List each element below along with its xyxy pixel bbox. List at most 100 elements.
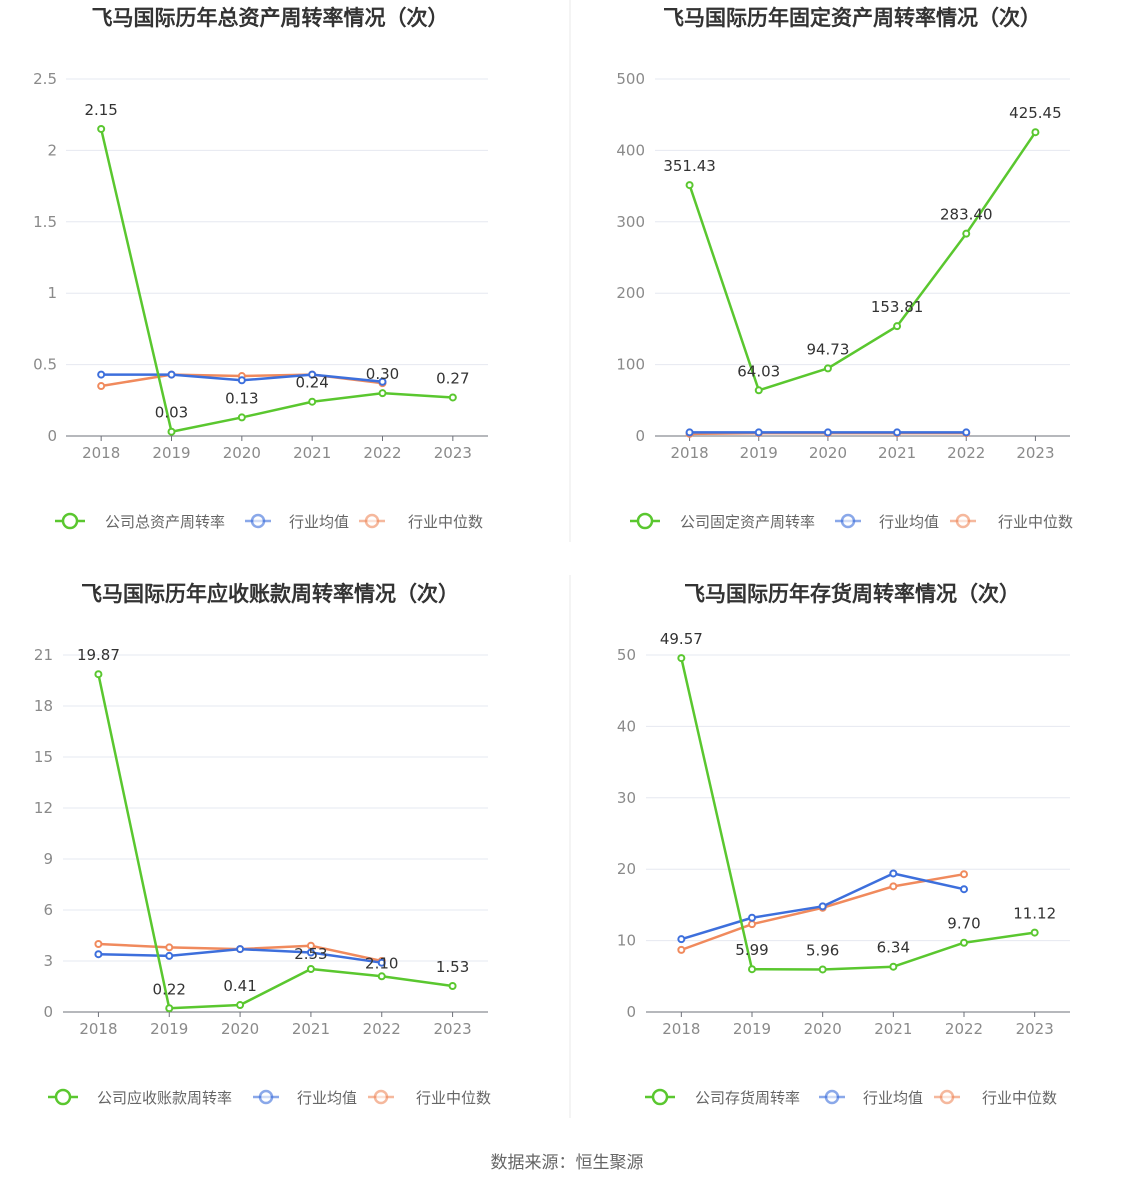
industry-average-point[interactable] (165, 951, 174, 960)
company-point[interactable] (308, 397, 317, 406)
company-point[interactable] (1030, 928, 1039, 937)
chart-title: 飞马国际历年总资产周转率情况（次） (92, 6, 449, 30)
legend-label: 公司总资产周转率 (105, 513, 225, 531)
company-point[interactable] (818, 965, 827, 974)
industry-average-point[interactable] (818, 902, 827, 911)
company-point[interactable] (754, 386, 763, 395)
company-point[interactable] (236, 1001, 245, 1010)
legend-item-industry-median[interactable]: 行业中位数 (368, 1089, 491, 1107)
industry-average-point[interactable] (94, 950, 103, 959)
y-tick-label: 300 (616, 213, 645, 231)
legend-item-company[interactable]: 公司应收账款周转率 (48, 1088, 232, 1107)
industry-average-point[interactable] (236, 945, 245, 954)
legend-item-company[interactable]: 公司总资产周转率 (55, 512, 225, 531)
y-tick-label: 0 (635, 427, 645, 445)
legend-item-industry-median[interactable]: 行业中位数 (934, 1089, 1057, 1107)
y-tick-label: 18 (34, 697, 53, 715)
industry-median-point[interactable] (97, 382, 106, 391)
x-tick-label: 2020 (809, 444, 847, 462)
company-line (680, 657, 1035, 971)
data-label: 11.12 (1013, 905, 1056, 923)
industry-average-point[interactable] (685, 428, 694, 437)
industry-average-point[interactable] (962, 428, 971, 437)
company-point[interactable] (94, 670, 103, 679)
x-tick-label: 2023 (433, 1020, 471, 1038)
industry-median-point[interactable] (165, 943, 174, 952)
company-point[interactable] (448, 393, 457, 402)
industry-median-point[interactable] (677, 945, 686, 954)
company-point[interactable] (677, 654, 686, 663)
legend-marker (258, 1089, 274, 1105)
industry-average-point[interactable] (97, 370, 106, 379)
x-tick-label: 2018 (79, 1020, 117, 1038)
industry-median-point[interactable] (94, 940, 103, 948)
data-label: 425.45 (1009, 104, 1062, 122)
legend-item-industry-average[interactable]: 行业均值 (835, 513, 939, 531)
legend-item-industry-average[interactable]: 行业均值 (245, 513, 349, 531)
industry-median-point[interactable] (889, 882, 898, 891)
industry-average-point[interactable] (748, 913, 756, 922)
industry-median-point[interactable] (748, 920, 756, 929)
industry-average-point[interactable] (889, 869, 898, 878)
legend-item-industry-average[interactable]: 行业均值 (819, 1089, 923, 1107)
data-label: 153.81 (871, 298, 924, 316)
company-point[interactable] (685, 181, 694, 190)
y-tick-label: 100 (616, 356, 645, 374)
industry-average-point[interactable] (167, 370, 176, 379)
industry-median-point[interactable] (960, 870, 968, 879)
legend-label: 行业中位数 (408, 513, 483, 531)
company-point[interactable] (167, 427, 176, 436)
company-point[interactable] (889, 962, 898, 971)
industry-average-point[interactable] (378, 377, 387, 386)
company-point[interactable] (893, 322, 902, 331)
industry-average-point[interactable] (823, 428, 832, 437)
company-point[interactable] (962, 229, 971, 238)
company-line (688, 131, 1037, 392)
industry-average-point[interactable] (377, 958, 386, 967)
legend-item-company[interactable]: 公司固定资产周转率 (630, 512, 815, 531)
industry-average-point[interactable] (677, 935, 686, 944)
x-tick-label: 2021 (878, 444, 916, 462)
legend-marker (636, 512, 654, 530)
chart-title: 飞马国际历年应收账款周转率情况（次） (81, 582, 459, 606)
company-point[interactable] (377, 972, 386, 981)
company-point[interactable] (960, 938, 968, 947)
company-point[interactable] (378, 389, 387, 398)
industry-average-point[interactable] (306, 948, 315, 957)
company-line (99, 128, 453, 433)
legend-label: 行业均值 (297, 1089, 357, 1107)
company-point[interactable] (823, 364, 832, 373)
data-label: 49.57 (660, 630, 703, 648)
legend-item-industry-median[interactable]: 行业中位数 (359, 513, 483, 531)
company-point[interactable] (748, 965, 756, 974)
y-tick-label: 40 (617, 717, 636, 735)
legend-item-company[interactable]: 公司存货周转率 (645, 1088, 800, 1107)
x-tick-label: 2019 (740, 444, 778, 462)
data-label: 0.27 (436, 369, 469, 387)
data-label: 0.03 (155, 404, 188, 422)
company-point[interactable] (306, 964, 315, 973)
chart-title: 飞马国际历年固定资产周转率情况（次） (663, 6, 1041, 30)
industry-average-point[interactable] (893, 428, 902, 437)
y-tick-label: 21 (34, 646, 53, 664)
legend-marker (939, 1089, 955, 1105)
industry-average-point[interactable] (960, 885, 968, 894)
y-tick-label: 12 (34, 799, 53, 817)
company-point[interactable] (97, 124, 106, 133)
company-point[interactable] (448, 981, 457, 990)
legend-item-industry-median[interactable]: 行业中位数 (950, 513, 1073, 531)
company-point[interactable] (237, 413, 246, 422)
data-label: 2.15 (84, 101, 117, 119)
y-tick-label: 2 (47, 141, 57, 159)
industry-average-point[interactable] (237, 376, 246, 385)
industry-average-point[interactable] (308, 370, 317, 379)
data-label: 0.41 (223, 977, 256, 995)
company-point[interactable] (165, 1004, 174, 1013)
x-tick-label: 2022 (947, 444, 985, 462)
x-tick-label: 2022 (363, 444, 401, 462)
y-tick-label: 3 (43, 952, 53, 970)
legend-item-industry-average[interactable]: 行业均值 (253, 1089, 357, 1107)
company-point[interactable] (1031, 128, 1040, 137)
industry-average-point[interactable] (754, 428, 763, 437)
y-tick-label: 20 (617, 860, 636, 878)
